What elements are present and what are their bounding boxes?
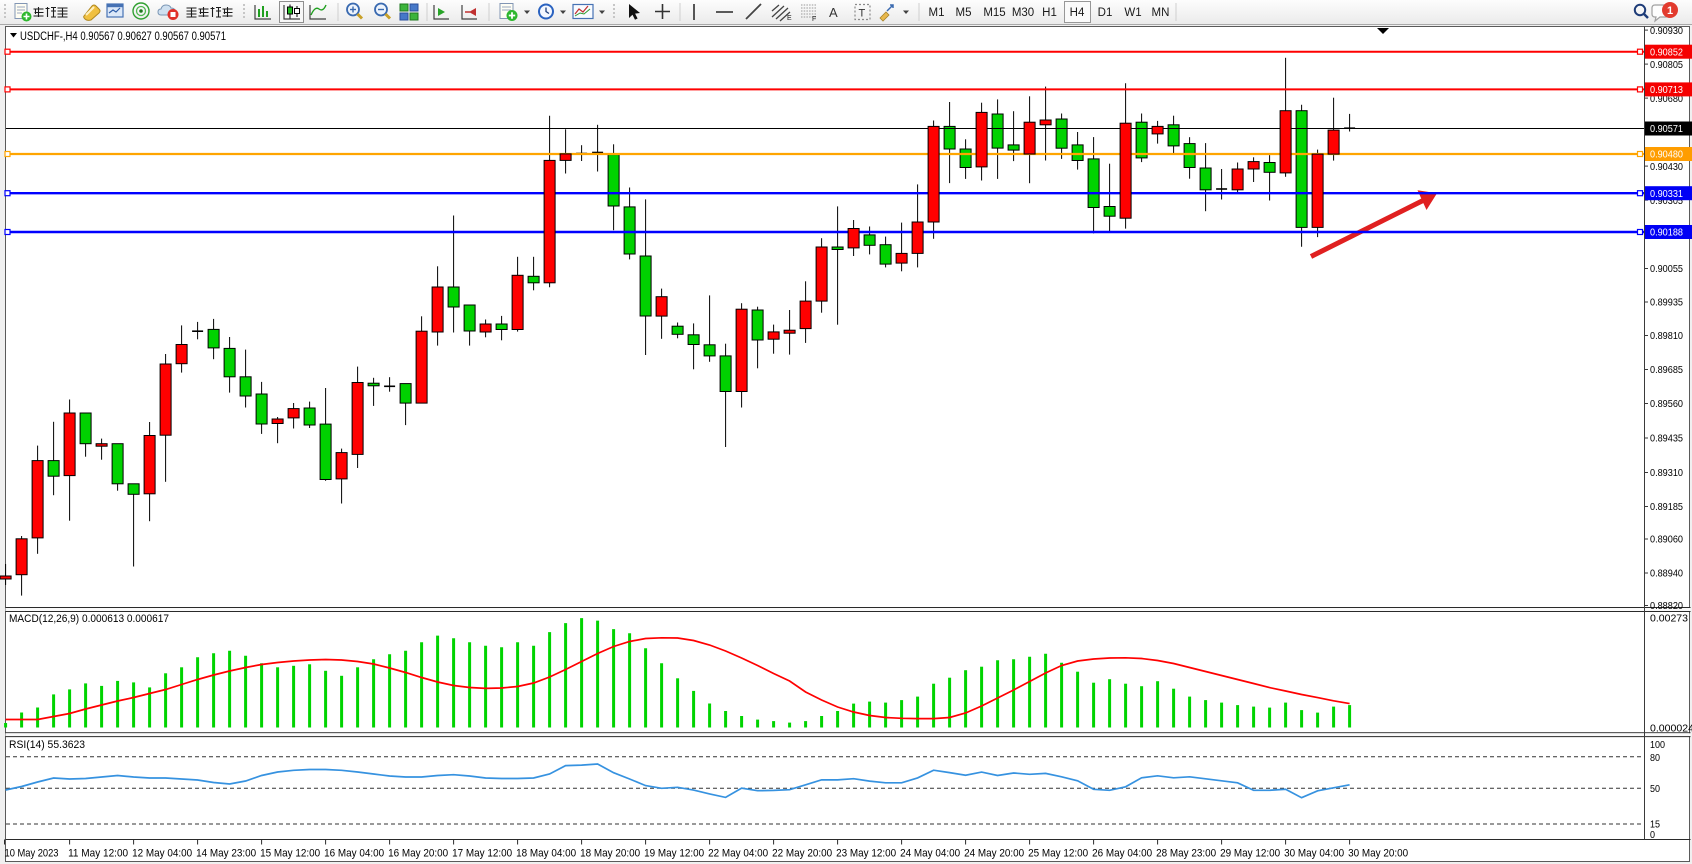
svg-text:15 May 12:00: 15 May 12:00: [260, 848, 320, 860]
svg-text:0.90930: 0.90930: [1650, 25, 1683, 37]
svg-text:H1: H1: [1042, 7, 1057, 19]
svg-text:0.90713: 0.90713: [1650, 84, 1683, 96]
svg-text:0.90430: 0.90430: [1650, 161, 1683, 173]
svg-text:28 May 23:00: 28 May 23:00: [1156, 848, 1216, 860]
svg-text:0.89060: 0.89060: [1650, 534, 1683, 546]
svg-text:0.88940: 0.88940: [1650, 568, 1683, 580]
svg-text:22 May 20:00: 22 May 20:00: [772, 848, 832, 860]
svg-text:29 May 12:00: 29 May 12:00: [1220, 848, 1280, 860]
svg-text:18 May 20:00: 18 May 20:00: [580, 848, 640, 860]
svg-text:10 May 2023: 10 May 2023: [5, 848, 59, 860]
svg-text:0.89935: 0.89935: [1650, 297, 1683, 309]
svg-text:E: E: [787, 15, 792, 22]
svg-text:0.90805: 0.90805: [1650, 59, 1683, 71]
svg-text:M15: M15: [983, 7, 1005, 19]
svg-text:M1: M1: [929, 7, 945, 19]
svg-text:W1: W1: [1124, 7, 1141, 19]
svg-text:17 May 12:00: 17 May 12:00: [452, 848, 512, 860]
svg-text:30 May 20:00: 30 May 20:00: [1348, 848, 1408, 860]
svg-text:A: A: [829, 5, 838, 20]
svg-text:0: 0: [1650, 829, 1655, 841]
svg-text:50: 50: [1650, 783, 1660, 795]
svg-text:T: T: [859, 8, 866, 20]
svg-text:H4: H4: [1070, 7, 1085, 19]
svg-text:0.89435: 0.89435: [1650, 433, 1683, 445]
svg-text:11 May 12:00: 11 May 12:00: [68, 848, 128, 860]
svg-text:14 May 23:00: 14 May 23:00: [196, 848, 256, 860]
svg-text:0.89810: 0.89810: [1650, 330, 1683, 342]
svg-text:0.90480: 0.90480: [1650, 149, 1683, 161]
svg-text:1: 1: [1667, 5, 1673, 17]
svg-text:USDCHF-,H4 0.90567 0.90627 0.: USDCHF-,H4 0.90567 0.90627 0.90567 0.905…: [20, 31, 226, 43]
svg-text:25 May 12:00: 25 May 12:00: [1028, 848, 1088, 860]
svg-text:0.000024: 0.000024: [1650, 723, 1692, 735]
svg-text:16 May 04:00: 16 May 04:00: [324, 848, 384, 860]
svg-text:26 May 04:00: 26 May 04:00: [1092, 848, 1152, 860]
svg-text:0.90571: 0.90571: [1650, 123, 1683, 135]
svg-text:100: 100: [1650, 739, 1665, 751]
svg-text:80: 80: [1650, 752, 1660, 764]
svg-text:MACD(12,26,9) 0.000613 0.00061: MACD(12,26,9) 0.000613 0.000617: [9, 613, 169, 625]
svg-text:12 May 04:00: 12 May 04:00: [132, 848, 192, 860]
svg-text:0.90331: 0.90331: [1650, 188, 1683, 200]
svg-text:F: F: [812, 16, 816, 23]
svg-text:24 May 04:00: 24 May 04:00: [900, 848, 960, 860]
svg-text:0.90188: 0.90188: [1650, 227, 1683, 239]
svg-text:18 May 04:00: 18 May 04:00: [516, 848, 576, 860]
svg-text:23 May 12:00: 23 May 12:00: [836, 848, 896, 860]
svg-text:24 May 20:00: 24 May 20:00: [964, 848, 1024, 860]
svg-text:RSI(14) 55.3623: RSI(14) 55.3623: [9, 739, 85, 751]
svg-text:0.90055: 0.90055: [1650, 263, 1683, 275]
svg-text:D1: D1: [1098, 7, 1113, 19]
svg-text:0.89310: 0.89310: [1650, 467, 1683, 479]
svg-text:16 May 20:00: 16 May 20:00: [388, 848, 448, 860]
svg-text:15: 15: [1650, 819, 1660, 831]
svg-text:0.89685: 0.89685: [1650, 364, 1683, 376]
svg-text:M30: M30: [1012, 7, 1034, 19]
svg-text:22 May 04:00: 22 May 04:00: [708, 848, 768, 860]
svg-text:0.89560: 0.89560: [1650, 398, 1683, 410]
svg-text:MN: MN: [1152, 7, 1170, 19]
svg-text:0.90852: 0.90852: [1650, 46, 1683, 58]
svg-text:0.88820: 0.88820: [1650, 600, 1683, 612]
svg-text:0.89185: 0.89185: [1650, 501, 1683, 513]
svg-text:19 May 12:00: 19 May 12:00: [644, 848, 704, 860]
svg-text:30 May 04:00: 30 May 04:00: [1284, 848, 1344, 860]
svg-text:0.00273: 0.00273: [1650, 613, 1688, 625]
svg-text:M5: M5: [956, 7, 972, 19]
